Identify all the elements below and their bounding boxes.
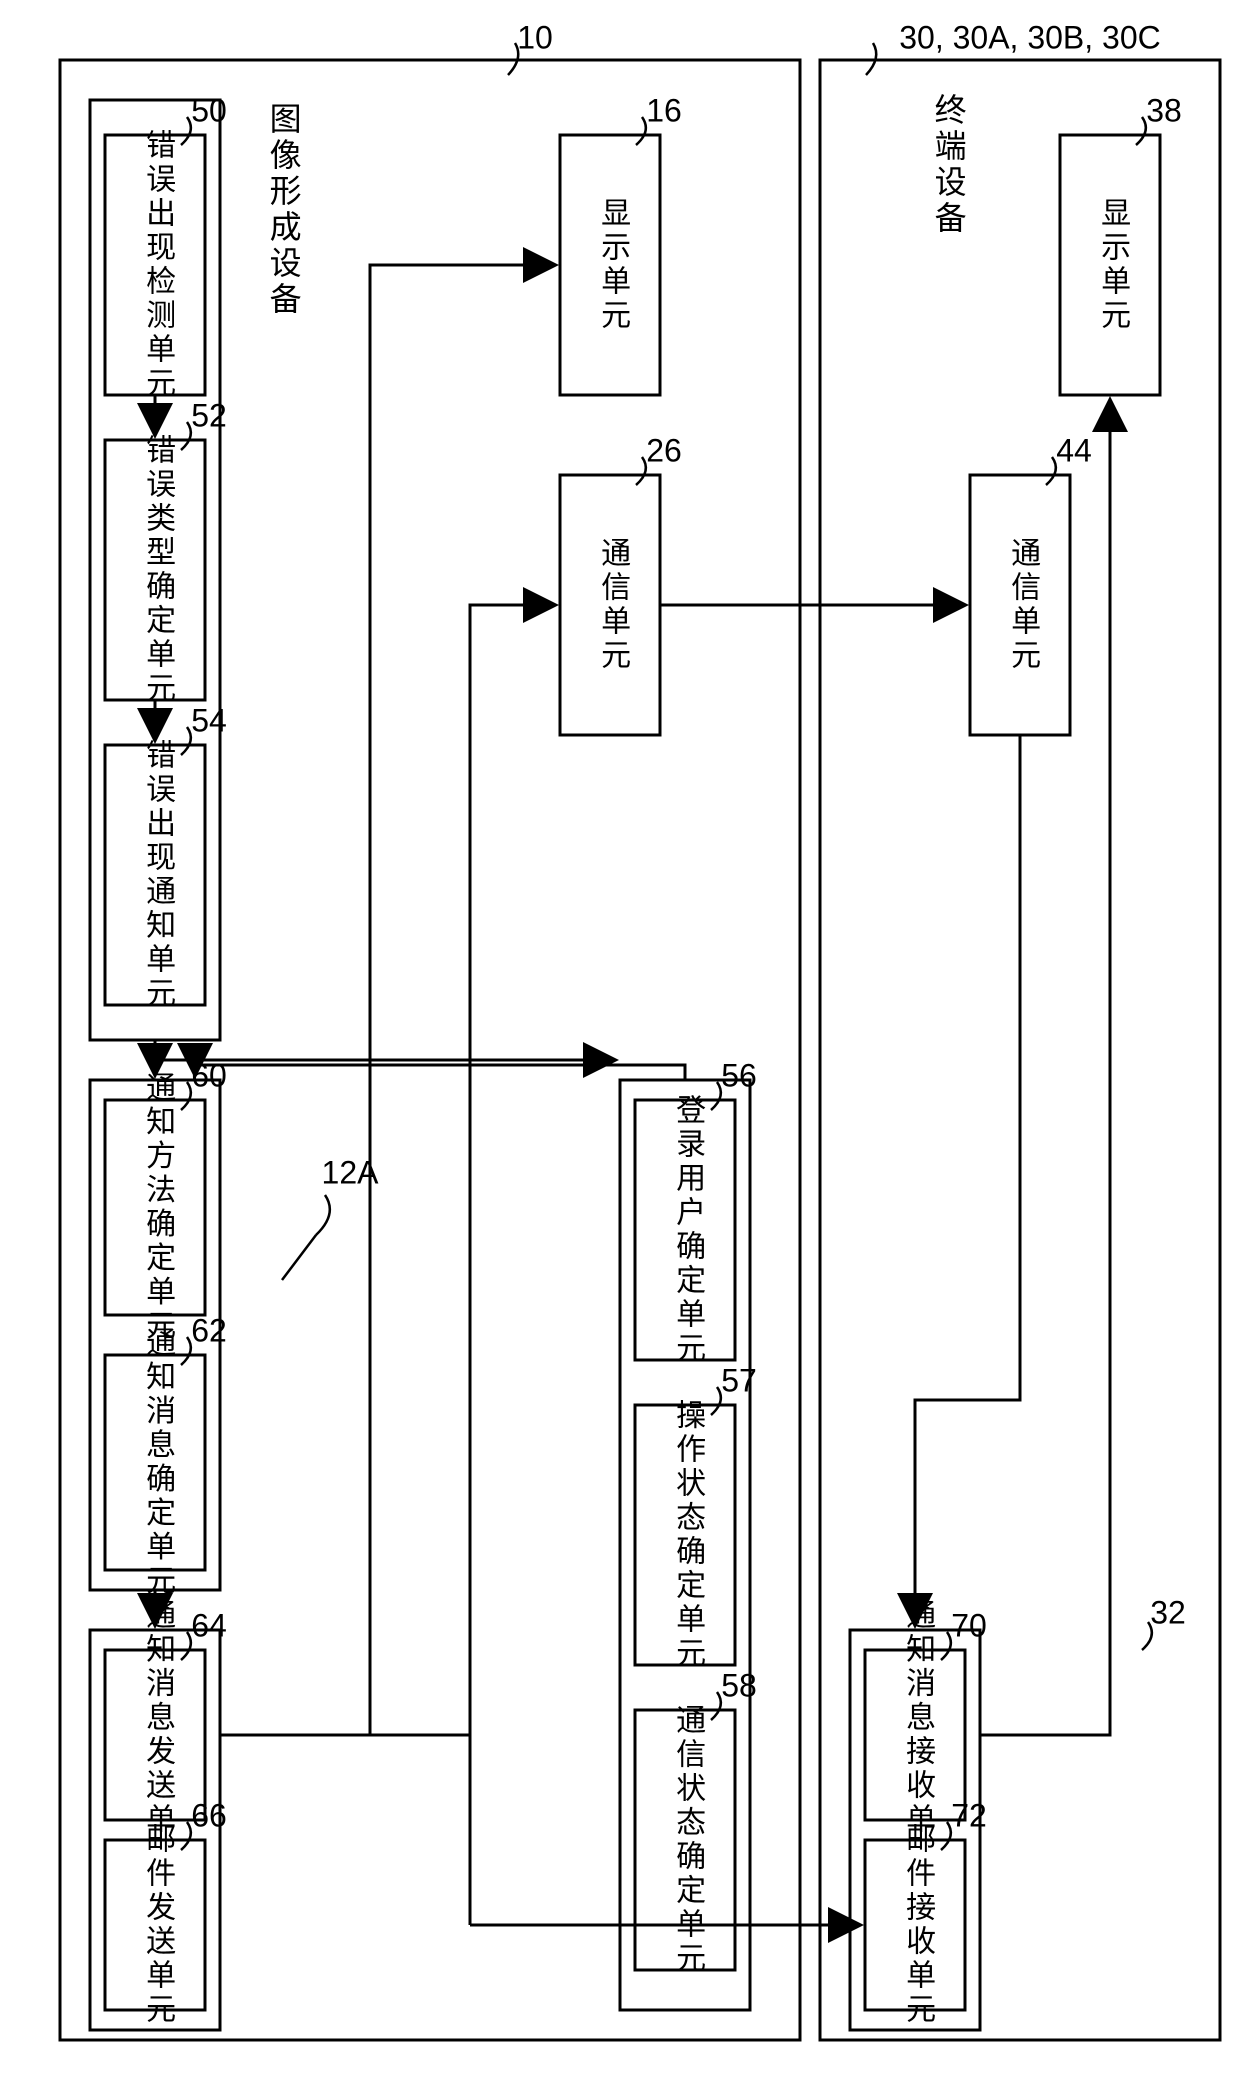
unit-num-50: 50 xyxy=(191,92,227,128)
leader-12a xyxy=(282,1195,330,1280)
unit-num-70: 70 xyxy=(951,1607,987,1643)
unit-num-66: 66 xyxy=(191,1797,227,1833)
label-device-10: 图像形成设备 xyxy=(266,102,302,318)
unit-label-54: 错误出现通知单元 xyxy=(141,739,176,1011)
label-device-30: 终端设备 xyxy=(931,93,967,237)
unit-num-72: 72 xyxy=(951,1797,987,1833)
unit-num-52: 52 xyxy=(191,397,227,433)
unit-num-58: 58 xyxy=(721,1667,757,1703)
unit-label-16: 显示单元 xyxy=(596,197,630,333)
unit-num-54: 54 xyxy=(191,702,227,738)
arrow-64-26 xyxy=(370,605,556,1735)
unit-num-60: 60 xyxy=(191,1057,227,1093)
unit-num-16: 16 xyxy=(646,92,682,128)
unit-label-57: 操作状态确定单元 xyxy=(671,1399,706,1671)
unit-num-26: 26 xyxy=(646,432,682,468)
num-device-10: 10 xyxy=(517,19,553,55)
unit-num-44: 44 xyxy=(1056,432,1092,468)
num-32: 32 xyxy=(1150,1594,1186,1630)
arrow-64-16 xyxy=(220,265,556,1735)
arrow-56-to-60 xyxy=(195,1065,685,1080)
unit-num-64: 64 xyxy=(191,1607,227,1643)
unit-label-56: 登录用户确定单元 xyxy=(671,1094,706,1366)
unit-label-60: 通知方法确定单元 xyxy=(141,1072,176,1344)
unit-label-44: 通信单元 xyxy=(1006,537,1041,673)
unit-num-38: 38 xyxy=(1146,92,1182,128)
unit-label-38: 显示单元 xyxy=(1096,197,1130,333)
num-device-30: 30, 30A, 30B, 30C xyxy=(899,19,1161,55)
unit-num-56: 56 xyxy=(721,1057,757,1093)
unit-label-50: 错误出现检测单元 xyxy=(141,129,176,401)
unit-num-62: 62 xyxy=(191,1312,227,1348)
unit-label-66: 邮件发送单元 xyxy=(141,1823,176,2027)
unit-label-58: 通信状态确定单元 xyxy=(671,1704,706,1976)
diagram-canvas: 图像形成设备 10 终端设备 30, 30A, 30B, 30C 12A 32 … xyxy=(0,0,1240,2079)
unit-num-57: 57 xyxy=(721,1362,757,1398)
arrow-44-70 xyxy=(915,735,1020,1626)
unit-label-52: 错误类型确定单元 xyxy=(141,434,175,706)
unit-label-26: 通信单元 xyxy=(596,537,631,673)
unit-label-72: 邮件接收单元 xyxy=(901,1823,936,2027)
unit-label-62: 通知消息确定单元 xyxy=(141,1327,176,1599)
